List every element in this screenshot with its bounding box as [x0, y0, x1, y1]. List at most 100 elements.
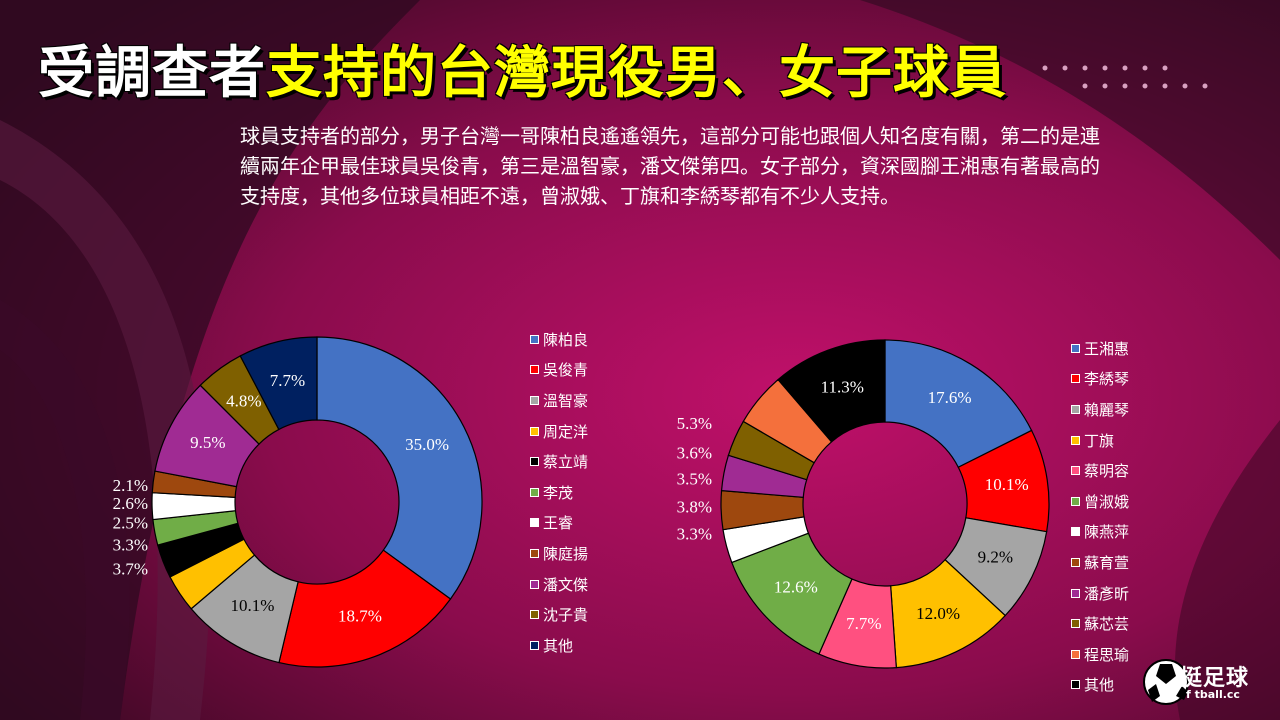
legend-label: 蔡明容 [1084, 464, 1130, 481]
slice-label: 5.3% [677, 414, 712, 433]
legend-label: 程思瑜 [1084, 647, 1130, 664]
description-text: 球員支持者的部分，男子台灣一哥陳柏良遙遙領先，這部分可能也跟個人知名度有關，第二… [240, 126, 1100, 208]
legend-swatch [1071, 680, 1080, 690]
slice-label: 17.6% [928, 388, 972, 407]
legend-label: 沈子貴 [543, 608, 589, 625]
legend-label: 其他 [1084, 678, 1115, 695]
legend-item: 丁旗 [1071, 425, 1129, 456]
legend-label: 溫智豪 [543, 393, 589, 410]
slice-陳柏良 [316, 336, 483, 600]
slice-label: 35.0% [405, 435, 449, 454]
legend-item: 陳庭揚 [530, 538, 588, 569]
legend-item: 蔡明容 [1071, 455, 1129, 486]
legend-swatch [530, 579, 539, 589]
title-part2: 支持的台灣現役男、女子球員 [266, 41, 1007, 106]
slice-label: 7.7% [270, 371, 305, 390]
legend-item: 蔡立靖 [530, 446, 588, 477]
legend-swatch [530, 334, 539, 344]
legend-label: 吳俊青 [543, 363, 589, 380]
legend-swatch [530, 548, 539, 558]
legend-label: 李綉琴 [1084, 372, 1130, 389]
logo-ball-icon [1143, 659, 1189, 705]
legend-swatch [1071, 649, 1080, 659]
legend-swatch [1071, 588, 1080, 598]
slice-label: 3.7% [113, 559, 148, 578]
legend-label: 陳燕萍 [1084, 525, 1130, 542]
legend-item: 周定洋 [530, 416, 588, 447]
legend-label: 陳庭揚 [543, 546, 589, 563]
legend-item: 陳燕萍 [1071, 517, 1129, 548]
legend-item: 曾淑娥 [1071, 486, 1129, 517]
slice-label: 3.3% [677, 525, 712, 544]
logo-subtext: f tball.cc [1186, 688, 1240, 701]
legend-item: 沈子貴 [530, 599, 588, 630]
slice-label: 9.5% [190, 433, 225, 452]
slice-label: 3.8% [677, 498, 712, 517]
legend-label: 王睿 [543, 516, 574, 533]
legend-label: 賴麗琴 [1084, 402, 1130, 419]
logo-text: 挺足球 [1180, 666, 1250, 691]
legend-item: 李綉琴 [1071, 364, 1129, 395]
slice-label: 10.1% [985, 475, 1029, 494]
slice-label: 2.6% [113, 494, 148, 513]
legend-swatch [530, 395, 539, 405]
legend-swatch [1071, 404, 1080, 414]
slice-label: 3.6% [677, 443, 712, 462]
legend-swatch [1071, 619, 1080, 629]
legend-label: 其他 [543, 638, 574, 655]
slice-吳俊青 [278, 549, 452, 668]
legend-label: 潘彥昕 [1084, 586, 1130, 603]
legend-label: 周定洋 [543, 424, 589, 441]
legend-item: 蘇育萱 [1071, 547, 1129, 578]
legend-item: 程思瑜 [1071, 639, 1129, 670]
legend-item: 賴麗琴 [1071, 394, 1129, 425]
legend-swatch [530, 426, 539, 436]
legend-item: 王湘惠 [1071, 333, 1129, 364]
legend-swatch [1071, 374, 1080, 384]
slice-label: 7.7% [846, 614, 881, 633]
legend-item: 吳俊青 [530, 355, 588, 386]
legend-swatch [530, 487, 539, 497]
legend-item: 王睿 [530, 508, 588, 539]
legend-label: 丁旗 [1084, 433, 1115, 450]
donut-chart-1: 35.0% 18.7% 10.1% 3.7% 3.3% 2.5%2.6%2.1% 9.5% 4… [113, 336, 483, 668]
legend-swatch [1071, 527, 1080, 537]
page-title: 受調查者支持的台灣現役男、女子球員 [38, 28, 1007, 109]
legend-male: 陳柏良吳俊青溫智豪周定洋蔡立靖 李茂王睿陳庭揚潘文傑沈子貴其他 [530, 324, 588, 661]
legend-swatch [530, 518, 539, 528]
slice-label: 2.1% [113, 476, 148, 495]
legend-swatch [530, 610, 539, 620]
slice-label: 3.5% [677, 469, 712, 488]
slice-label: 3.3% [113, 535, 148, 554]
legend-item: 其他 [530, 630, 588, 661]
decorative-dots [1042, 65, 1208, 89]
legend-item: 李茂 [530, 477, 588, 508]
legend-item: 潘彥昕 [1071, 578, 1129, 609]
legend-item: 其他 [1071, 670, 1129, 701]
legend-swatch [1071, 496, 1080, 506]
legend-swatch [1071, 466, 1080, 476]
legend-label: 蘇芯芸 [1084, 617, 1130, 634]
legend-female: 王湘惠李綉琴賴麗琴丁旗蔡明容曾淑娥陳燕萍蘇育萱潘彥昕蘇芯芸程思瑜其他 [1071, 333, 1129, 700]
legend-label: 陳柏良 [543, 332, 589, 349]
slice-label: 9.2% [978, 547, 1013, 566]
legend-item: 陳柏良 [530, 324, 588, 355]
legend-item: 溫智豪 [530, 385, 588, 416]
slice-label: 12.0% [916, 604, 960, 623]
slice-label: 4.8% [226, 391, 261, 410]
legend-label: 曾淑娥 [1084, 494, 1130, 511]
slice-label: 18.7% [338, 607, 382, 626]
donut-chart-2: 17.6% 10.1% 9.2% 12.0% 7.7% 12.6% 3.3% 3.8% 3.5%… [677, 339, 1050, 669]
slice-label: 12.6% [774, 578, 818, 597]
slice-label: 2.5% [113, 514, 148, 533]
slice-其他 [777, 339, 886, 443]
legend-swatch [530, 457, 539, 467]
legend-swatch [530, 365, 539, 375]
title-part1: 受調查者 [38, 41, 266, 106]
slice-label: 11.3% [821, 378, 864, 397]
legend-item: 潘文傑 [530, 569, 588, 600]
legend-swatch [1071, 557, 1080, 567]
slice-label: 10.1% [231, 596, 275, 615]
legend-swatch [1071, 435, 1080, 445]
